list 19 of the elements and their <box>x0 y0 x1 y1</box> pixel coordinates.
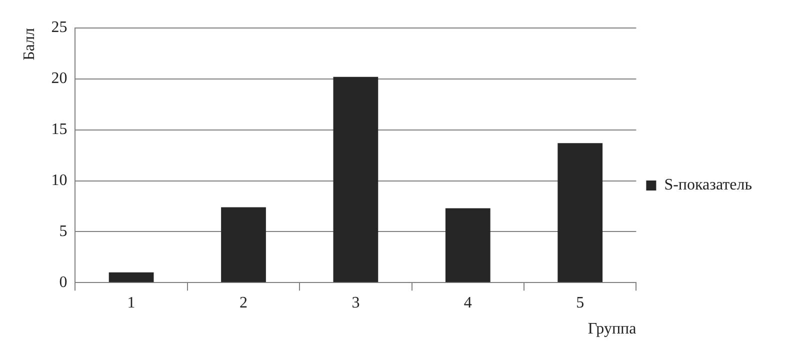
y-axis-title: Балл <box>20 28 38 60</box>
legend-label: S-показатель <box>664 176 752 194</box>
x-tick-label: 4 <box>464 294 472 312</box>
bar <box>558 143 603 282</box>
y-tick-label: 10 <box>51 172 68 189</box>
bar <box>108 272 154 282</box>
bar <box>221 207 266 282</box>
x-tick-label: 3 <box>352 294 360 312</box>
y-tick-label: 25 <box>51 19 68 36</box>
y-tick-label: 5 <box>59 222 68 240</box>
x-tick-label: 5 <box>576 294 584 312</box>
y-tick-label: 15 <box>51 121 68 138</box>
x-axis-title: Группа <box>588 320 636 338</box>
y-tick-label: 0 <box>59 274 68 291</box>
y-tick-label: 20 <box>51 70 68 88</box>
bar <box>333 76 378 282</box>
x-tick-label: 2 <box>240 294 248 312</box>
bar <box>445 208 490 282</box>
x-tick-label: 1 <box>127 294 136 312</box>
